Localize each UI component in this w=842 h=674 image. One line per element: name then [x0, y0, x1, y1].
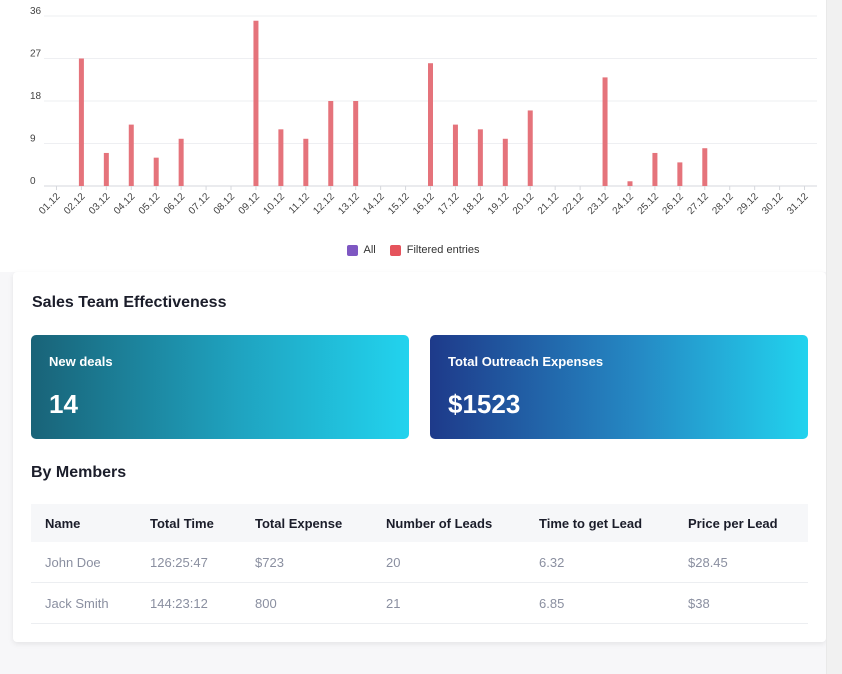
- x-tick-label: 29.12: [735, 191, 761, 217]
- y-tick-label: 36: [30, 6, 42, 17]
- cell-total-expense: $723: [241, 542, 372, 583]
- x-tick-label: 20.12: [511, 191, 537, 217]
- x-tick-label: 24.12: [611, 191, 637, 217]
- column-header-number-of-leads[interactable]: Number of Leads: [386, 515, 493, 531]
- x-tick-label: 06.12: [162, 191, 188, 217]
- x-tick-label: 21.12: [536, 191, 562, 217]
- x-tick-label: 01.12: [37, 191, 63, 217]
- bar-18.12[interactable]: [477, 129, 483, 186]
- cell-number-of-leads: 20: [372, 542, 525, 583]
- bar-03.12[interactable]: [103, 152, 109, 186]
- x-tick-label: 02.12: [62, 191, 88, 217]
- x-tick-label: 12.12: [311, 191, 337, 217]
- bar-16.12[interactable]: [428, 63, 433, 186]
- column-header-total-expense[interactable]: Total Expense: [255, 515, 343, 531]
- chart-legend: All Filtered entries: [0, 244, 826, 256]
- column-header-name[interactable]: Name: [45, 515, 81, 531]
- cell-price-per-lead: $38: [674, 582, 808, 624]
- y-tick-label: 0: [30, 176, 36, 187]
- cell-time-to-get-lead: 6.32: [525, 542, 674, 583]
- legend-swatch-filtered: [389, 244, 401, 256]
- x-tick-label: 17.12: [436, 191, 462, 217]
- table-header-row: Name Total Time Total Expense Number of …: [31, 504, 808, 542]
- page-scrollbar[interactable]: [826, 0, 842, 674]
- new-deals-card: New deals 14: [31, 335, 409, 439]
- chart-card: 0 9 18 27 36 01.12 02.12 03.12 04.12 05.12 06.12 07…: [0, 0, 826, 272]
- bar-23.12[interactable]: [602, 77, 608, 186]
- section-title: Sales Team Effectiveness: [32, 294, 227, 311]
- x-tick-label: 28.12: [710, 191, 736, 217]
- cell-name: John Doe: [31, 542, 136, 583]
- column-header-time-to-get-lead[interactable]: Time to get Lead: [539, 515, 643, 531]
- cell-total-time: 126:25:47: [136, 542, 241, 583]
- bar-26.12[interactable]: [677, 162, 683, 186]
- bar-06.12[interactable]: [178, 138, 184, 186]
- cell-number-of-leads: 21: [372, 582, 525, 624]
- legend-swatch-all: [346, 244, 358, 256]
- x-tick-label: 11.12: [287, 191, 312, 216]
- cell-total-expense: 800: [241, 582, 372, 624]
- column-header-price-per-lead[interactable]: Price per Lead: [688, 515, 778, 531]
- cell-price-per-lead: $28.45: [674, 542, 808, 583]
- legend-item-all[interactable]: All: [346, 244, 376, 256]
- bar-02.12[interactable]: [78, 58, 84, 187]
- bar-25.12[interactable]: [652, 152, 658, 186]
- bar-20.12[interactable]: [527, 110, 533, 186]
- table-row[interactable]: John Doe 126:25:47 $723 20 6.32 $28.45: [31, 542, 808, 583]
- x-tick-label: 10.12: [262, 191, 288, 217]
- bar-04.12[interactable]: [128, 124, 134, 186]
- bar-09.12[interactable]: [253, 20, 259, 186]
- bar-24.12[interactable]: [627, 181, 633, 186]
- x-tick-label: 18.12: [461, 191, 487, 217]
- x-tick-label: 15.12: [386, 191, 412, 217]
- x-tick-label: 30.12: [760, 191, 786, 217]
- bar-05.12[interactable]: [153, 157, 159, 186]
- legend-label-filtered: Filtered entries: [406, 244, 480, 256]
- members-title: By Members: [31, 464, 127, 481]
- cell-total-time: 144:23:12: [136, 582, 241, 624]
- outreach-expenses-label: Total Outreach Expenses: [448, 354, 604, 369]
- bar-10.12[interactable]: [278, 129, 284, 186]
- column-header-total-time[interactable]: Total Time: [150, 515, 214, 531]
- cell-name: Jack Smith: [31, 582, 136, 624]
- outreach-expenses-card: Total Outreach Expenses $1523: [430, 335, 808, 439]
- legend-item-filtered[interactable]: Filtered entries: [389, 244, 480, 256]
- x-tick-label: 08.12: [212, 191, 238, 217]
- x-tick-label: 05.12: [137, 191, 163, 217]
- y-tick-label: 27: [30, 49, 42, 60]
- x-tick-label: 25.12: [636, 191, 662, 217]
- x-tick-label: 13.12: [336, 191, 362, 217]
- x-tick-label: 03.12: [87, 191, 113, 217]
- x-tick-label: 04.12: [112, 191, 138, 217]
- outreach-expenses-value: $1523: [448, 389, 521, 419]
- x-tick-label: 14.12: [361, 191, 387, 217]
- y-tick-label: 18: [30, 91, 42, 102]
- new-deals-value: 14: [49, 389, 78, 419]
- x-tick-label: 31.12: [785, 191, 811, 217]
- x-tick-label: 22.12: [561, 191, 587, 217]
- x-tick-label: 23.12: [586, 191, 612, 217]
- new-deals-label: New deals: [49, 354, 113, 369]
- bar-chart: 0 9 18 27 36 01.12 02.12 03.12 04.12 05.12 06.12 07…: [30, 6, 817, 217]
- x-tick-label: 27.12: [685, 191, 711, 217]
- legend-label-all: All: [363, 244, 376, 256]
- x-tick-label: 07.12: [187, 191, 213, 217]
- x-tick-label: 16.12: [411, 191, 437, 217]
- x-tick-label: 19.12: [486, 191, 512, 217]
- cell-time-to-get-lead: 6.85: [525, 582, 674, 624]
- bar-12.12[interactable]: [328, 101, 334, 186]
- members-table: Name Total Time Total Expense Number of …: [31, 504, 808, 624]
- x-tick-label: 26.12: [660, 191, 686, 217]
- bar-17.12[interactable]: [452, 124, 458, 186]
- y-tick-label: 9: [30, 134, 36, 145]
- bar-13.12[interactable]: [353, 101, 359, 186]
- bar-19.12[interactable]: [502, 138, 508, 186]
- bar-11.12[interactable]: [303, 138, 309, 186]
- x-tick-label: 09.12: [237, 191, 263, 217]
- bar-27.12[interactable]: [702, 148, 708, 186]
- sales-team-card: Sales Team Effectiveness New deals 14 To…: [13, 272, 826, 642]
- table-row[interactable]: Jack Smith 144:23:12 800 21 6.85 $38: [31, 582, 808, 624]
